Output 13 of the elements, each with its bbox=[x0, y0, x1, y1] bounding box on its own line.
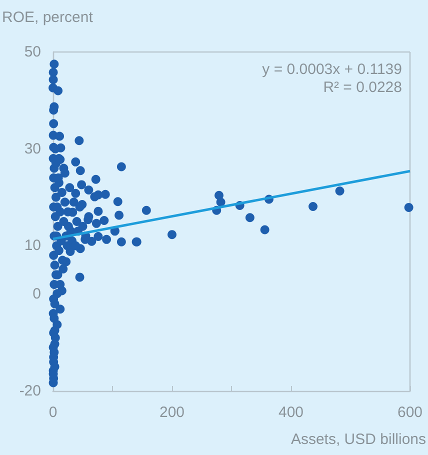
y-tick-label: -20 bbox=[19, 382, 41, 400]
annotation: y = 0.0003x + 0.1139 bbox=[262, 61, 402, 78]
y-tick-label: 10 bbox=[24, 237, 41, 254]
x-tick-label: 200 bbox=[159, 404, 185, 421]
x-tick-label: 0 bbox=[48, 404, 58, 421]
x-tick-label: 600 bbox=[397, 404, 423, 421]
x-tick-label: 400 bbox=[278, 404, 304, 421]
y-tick-label: 30 bbox=[24, 140, 41, 158]
x-axis-title: Assets, USD billions bbox=[290, 431, 426, 448]
annotation: R² = 0.0228 bbox=[323, 79, 402, 96]
y-axis-title: ROE, percent bbox=[2, 9, 94, 26]
y-tick-label: 0 bbox=[32, 286, 41, 303]
y-tick-label: 50 bbox=[24, 44, 41, 60]
